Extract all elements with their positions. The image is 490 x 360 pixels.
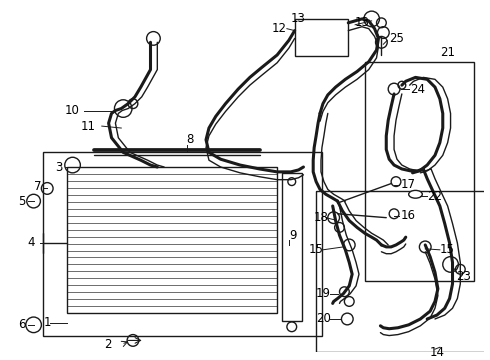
Text: 15: 15	[440, 243, 455, 256]
Text: 1: 1	[43, 316, 51, 329]
Text: 25: 25	[389, 32, 404, 45]
Text: 16: 16	[401, 209, 416, 222]
Text: 8: 8	[187, 133, 194, 146]
Text: 13: 13	[291, 13, 306, 26]
Text: 18: 18	[313, 211, 328, 224]
Text: 19: 19	[316, 287, 331, 300]
Text: 5: 5	[18, 195, 25, 208]
Bar	[67, 167, 277, 313]
Text: 21: 21	[440, 46, 455, 59]
Text: 13: 13	[355, 16, 370, 29]
Bar	[282, 173, 301, 321]
Text: 14: 14	[430, 346, 445, 359]
Ellipse shape	[409, 190, 422, 198]
Text: 15: 15	[308, 243, 323, 256]
Text: 7: 7	[34, 180, 41, 193]
Text: 11: 11	[81, 120, 96, 132]
Bar	[294, 19, 348, 56]
Text: 2: 2	[104, 338, 111, 351]
Text: 17: 17	[401, 178, 416, 191]
Text: 22: 22	[427, 190, 442, 203]
Text: 20: 20	[316, 312, 331, 325]
Text: 9: 9	[289, 229, 296, 242]
Text: 3: 3	[55, 161, 62, 174]
Text: 10: 10	[65, 104, 79, 117]
Bar	[316, 192, 490, 352]
Text: 4: 4	[28, 237, 35, 249]
Text: 23: 23	[456, 270, 471, 283]
Text: 24: 24	[411, 82, 426, 95]
Bar	[365, 62, 474, 281]
Bar	[43, 152, 322, 336]
Text: 6: 6	[18, 318, 25, 331]
Text: 12: 12	[271, 22, 286, 35]
